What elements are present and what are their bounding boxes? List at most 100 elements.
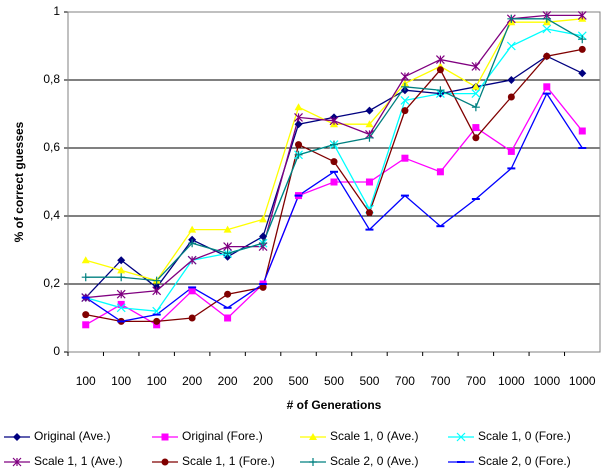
y-tick-label: 0,2 (43, 276, 60, 290)
x-tick-label: 500 (324, 374, 344, 388)
marker (294, 120, 303, 129)
x-tick-label: 1000 (498, 374, 525, 388)
marker (542, 14, 551, 23)
x-tick-label: 200 (253, 374, 273, 388)
marker (471, 82, 480, 90)
legend-marker (309, 433, 317, 440)
marker (401, 107, 409, 115)
marker (116, 303, 126, 313)
marker (365, 178, 373, 186)
legend-label: Original (Fore.) (182, 429, 263, 443)
marker (542, 24, 552, 34)
marker (507, 93, 515, 101)
marker (224, 314, 232, 322)
series-line (85, 28, 583, 312)
legend-marker (161, 458, 169, 466)
y-axis-label: % of correct guesses (12, 121, 26, 242)
legend-label: Scale 1, 1 (Fore.) (182, 454, 275, 468)
marker (365, 106, 374, 115)
legend-label: Scale 2, 0 (Ave.) (330, 454, 419, 468)
marker (330, 140, 338, 149)
y-tick-label: 0,4 (43, 208, 60, 222)
marker (294, 112, 303, 122)
marker (117, 300, 125, 308)
legend-marker (456, 432, 466, 442)
marker (224, 290, 232, 298)
legend-label: Scale 1, 0 (Ave.) (330, 429, 419, 443)
marker (295, 141, 303, 149)
series-line (85, 55, 583, 299)
y-tick-label: 0,6 (43, 140, 60, 154)
marker (400, 82, 409, 91)
marker (506, 41, 516, 51)
marker (294, 150, 303, 159)
legend-label: Original (Ave.) (34, 429, 110, 443)
marker (223, 249, 232, 258)
marker (507, 14, 516, 23)
marker (578, 69, 587, 78)
marker (507, 147, 515, 155)
legend-label: Scale 1, 1 (Ave.) (34, 454, 123, 468)
marker (401, 154, 409, 162)
marker (578, 45, 586, 53)
series-line (85, 14, 583, 299)
y-tick-label: 1 (53, 4, 60, 18)
marker (577, 10, 587, 20)
marker (188, 314, 196, 322)
marker (578, 35, 587, 44)
marker (117, 273, 126, 282)
x-tick-label: 100 (147, 374, 167, 388)
marker (471, 103, 480, 112)
marker (152, 276, 161, 285)
x-tick-label: 700 (466, 374, 486, 388)
marker (400, 72, 410, 82)
marker (187, 255, 197, 265)
marker (507, 76, 516, 84)
marker (365, 133, 374, 142)
marker (472, 124, 480, 132)
marker (365, 120, 374, 128)
legend-label: Scale 2, 0 (Fore.) (478, 454, 571, 468)
x-tick-label: 1000 (569, 374, 596, 388)
marker (578, 127, 586, 135)
marker (436, 168, 444, 176)
marker (330, 158, 338, 166)
marker (188, 239, 197, 248)
marker (471, 61, 481, 71)
legend-marker (13, 433, 21, 441)
marker (259, 232, 268, 241)
y-tick-label: 0 (53, 344, 60, 358)
x-tick-label: 1000 (533, 374, 560, 388)
legend-marker (12, 457, 22, 467)
marker (471, 89, 481, 99)
marker (329, 116, 339, 126)
marker (116, 289, 126, 299)
x-tick-label: 500 (359, 374, 379, 388)
marker (294, 103, 303, 111)
x-tick-label: 100 (111, 374, 131, 388)
marker (543, 52, 551, 60)
marker (365, 209, 373, 217)
marker (81, 256, 90, 264)
marker (435, 55, 445, 65)
x-tick-label: 200 (182, 374, 202, 388)
legend-label: Scale 1, 0 (Fore.) (478, 429, 571, 443)
marker (330, 178, 338, 186)
x-tick-label: 700 (395, 374, 415, 388)
marker (188, 225, 197, 233)
marker (117, 256, 126, 265)
marker (153, 317, 161, 325)
marker (117, 266, 126, 274)
marker (472, 134, 480, 142)
marker (436, 66, 444, 74)
marker (82, 321, 90, 329)
plot-border (67, 11, 601, 353)
marker (223, 225, 232, 233)
marker (436, 86, 445, 95)
marker (188, 287, 196, 295)
marker (223, 242, 233, 252)
marker (543, 83, 551, 91)
x-axis-label: # of Generations (287, 398, 382, 412)
